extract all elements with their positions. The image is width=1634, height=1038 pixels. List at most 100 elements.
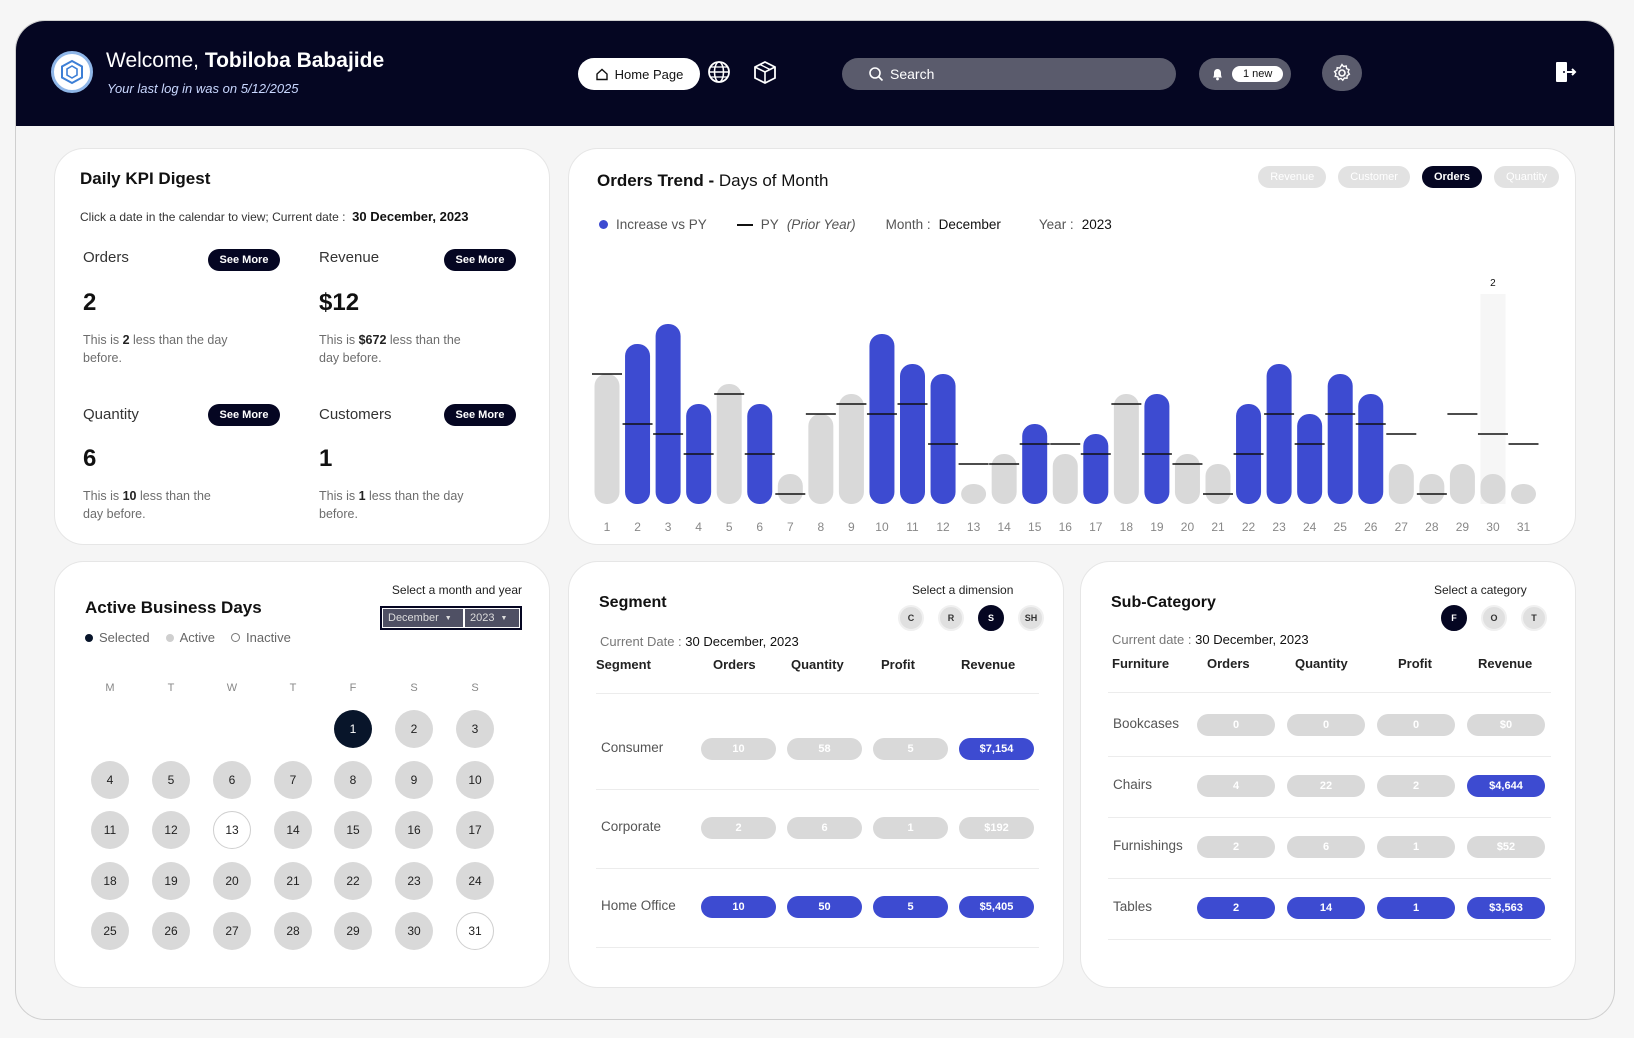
orders-see-more-button[interactable]: See More <box>208 249 280 271</box>
calendar-day-10[interactable]: 10 <box>456 760 494 799</box>
order-bar-day-8[interactable] <box>808 414 834 504</box>
calendar-day-7[interactable]: 7 <box>274 760 312 799</box>
value-pill[interactable]: $0 <box>1467 714 1545 736</box>
calendar-day-13[interactable]: 13 <box>213 811 251 849</box>
order-bar-day-10[interactable] <box>869 334 895 504</box>
logo-icon[interactable] <box>51 51 93 93</box>
box-icon[interactable] <box>752 59 778 85</box>
value-pill[interactable]: 0 <box>1377 714 1455 736</box>
logout-icon[interactable] <box>1551 57 1579 87</box>
value-pill[interactable]: 2 <box>1197 836 1275 858</box>
order-bar-day-31[interactable] <box>1511 484 1536 504</box>
calendar-day-16[interactable]: 16 <box>395 811 433 849</box>
calendar-day-29[interactable]: 29 <box>334 912 372 950</box>
calendar-day-22[interactable]: 22 <box>334 861 372 900</box>
order-bar-day-3[interactable] <box>655 324 681 504</box>
tab-orders[interactable]: Orders <box>1421 166 1483 188</box>
calendar-day-15[interactable]: 15 <box>334 811 372 849</box>
value-pill[interactable]: 1 <box>1377 836 1455 858</box>
calendar-day-8[interactable]: 8 <box>334 760 372 799</box>
value-pill[interactable]: 5 <box>873 896 948 918</box>
order-bar-day-15[interactable] <box>1022 424 1048 504</box>
value-pill[interactable]: 2 <box>1197 897 1275 919</box>
value-pill[interactable]: 6 <box>787 817 862 839</box>
calendar-day-17[interactable]: 17 <box>456 811 494 849</box>
calendar-day-20[interactable]: 20 <box>213 861 251 900</box>
order-bar-day-5[interactable] <box>716 384 742 504</box>
value-pill[interactable]: 0 <box>1287 714 1365 736</box>
order-bar-day-23[interactable] <box>1266 364 1292 504</box>
dimension-button-t[interactable]: T <box>1521 605 1547 631</box>
order-bar-day-7[interactable] <box>777 474 803 504</box>
value-pill[interactable]: 4 <box>1197 775 1275 797</box>
order-bar-day-21[interactable] <box>1205 464 1231 504</box>
calendar-day-18[interactable]: 18 <box>91 861 129 900</box>
value-pill[interactable]: 58 <box>787 738 862 760</box>
dimension-button-s[interactable]: S <box>978 605 1004 631</box>
value-pill[interactable]: 1 <box>1377 897 1455 919</box>
calendar-day-4[interactable]: 4 <box>91 760 129 799</box>
home-page-button[interactable]: Home Page <box>578 58 700 90</box>
value-pill[interactable]: 50 <box>787 896 862 918</box>
calendar-day-11[interactable]: 11 <box>91 811 129 849</box>
dimension-button-f[interactable]: F <box>1441 605 1467 631</box>
calendar-day-9[interactable]: 9 <box>395 760 433 799</box>
order-bar-day-18[interactable] <box>1113 394 1139 504</box>
order-bar-day-26[interactable] <box>1358 394 1384 504</box>
value-pill[interactable]: 6 <box>1287 836 1365 858</box>
order-bar-day-14[interactable] <box>991 454 1017 504</box>
calendar-day-3[interactable]: 3 <box>456 710 494 748</box>
value-pill[interactable]: 10 <box>701 896 776 918</box>
value-pill[interactable]: 2 <box>701 817 776 839</box>
order-bar-day-16[interactable] <box>1052 454 1078 504</box>
order-bar-day-11[interactable] <box>900 364 925 504</box>
calendar-day-31[interactable]: 31 <box>456 912 494 950</box>
tab-quantity[interactable]: Quantity <box>1494 166 1559 188</box>
year-select[interactable]: 2023 ▼ <box>464 608 520 628</box>
order-bar-day-25[interactable] <box>1327 374 1353 504</box>
value-pill[interactable]: 5 <box>873 738 948 760</box>
search-input[interactable]: Search <box>842 58 1176 90</box>
order-bar-day-20[interactable] <box>1174 454 1200 504</box>
order-bar-day-13[interactable] <box>961 484 987 504</box>
calendar-day-21[interactable]: 21 <box>274 861 312 900</box>
customers-see-more-button[interactable]: See More <box>444 404 516 426</box>
globe-icon[interactable] <box>706 59 732 85</box>
value-pill[interactable]: $7,154 <box>959 738 1034 760</box>
calendar-day-26[interactable]: 26 <box>152 912 190 950</box>
order-bar-day-24[interactable] <box>1297 414 1323 504</box>
calendar-day-14[interactable]: 14 <box>274 811 312 849</box>
order-bar-day-1[interactable] <box>594 374 620 504</box>
tab-customer[interactable]: Customer <box>1338 166 1410 188</box>
calendar-day-24[interactable]: 24 <box>456 861 494 900</box>
settings-gear-icon[interactable] <box>1322 55 1362 91</box>
calendar-day-30[interactable]: 30 <box>395 912 433 950</box>
calendar-day-12[interactable]: 12 <box>152 811 190 849</box>
value-pill[interactable]: $52 <box>1467 836 1545 858</box>
calendar-day-2[interactable]: 2 <box>395 710 433 748</box>
order-bar-day-27[interactable] <box>1388 464 1414 504</box>
order-bar-day-19[interactable] <box>1144 394 1170 504</box>
value-pill[interactable]: 22 <box>1287 775 1365 797</box>
value-pill[interactable]: $3,563 <box>1467 897 1545 919</box>
order-bar-day-28[interactable] <box>1419 474 1445 504</box>
month-select[interactable]: December ▼ <box>382 608 464 628</box>
value-pill[interactable]: 10 <box>701 738 776 760</box>
value-pill[interactable]: 0 <box>1197 714 1275 736</box>
order-bar-day-17[interactable] <box>1083 434 1109 504</box>
value-pill[interactable]: 1 <box>873 817 948 839</box>
dimension-button-c[interactable]: C <box>898 605 924 631</box>
value-pill[interactable]: $5,405 <box>959 896 1034 918</box>
value-pill[interactable]: 14 <box>1287 897 1365 919</box>
calendar-day-1[interactable]: 1 <box>334 710 372 748</box>
revenue-see-more-button[interactable]: See More <box>444 249 516 271</box>
value-pill[interactable]: 2 <box>1377 775 1455 797</box>
value-pill[interactable]: $192 <box>959 817 1034 839</box>
tab-revenue[interactable]: Revenue <box>1258 166 1327 188</box>
dimension-button-sh[interactable]: SH <box>1018 605 1044 631</box>
notifications-button[interactable]: 1 new <box>1199 58 1291 90</box>
order-bar-day-29[interactable] <box>1449 464 1475 504</box>
quantity-see-more-button[interactable]: See More <box>208 404 280 426</box>
calendar-day-28[interactable]: 28 <box>274 912 312 950</box>
order-bar-day-30[interactable] <box>1480 474 1506 504</box>
